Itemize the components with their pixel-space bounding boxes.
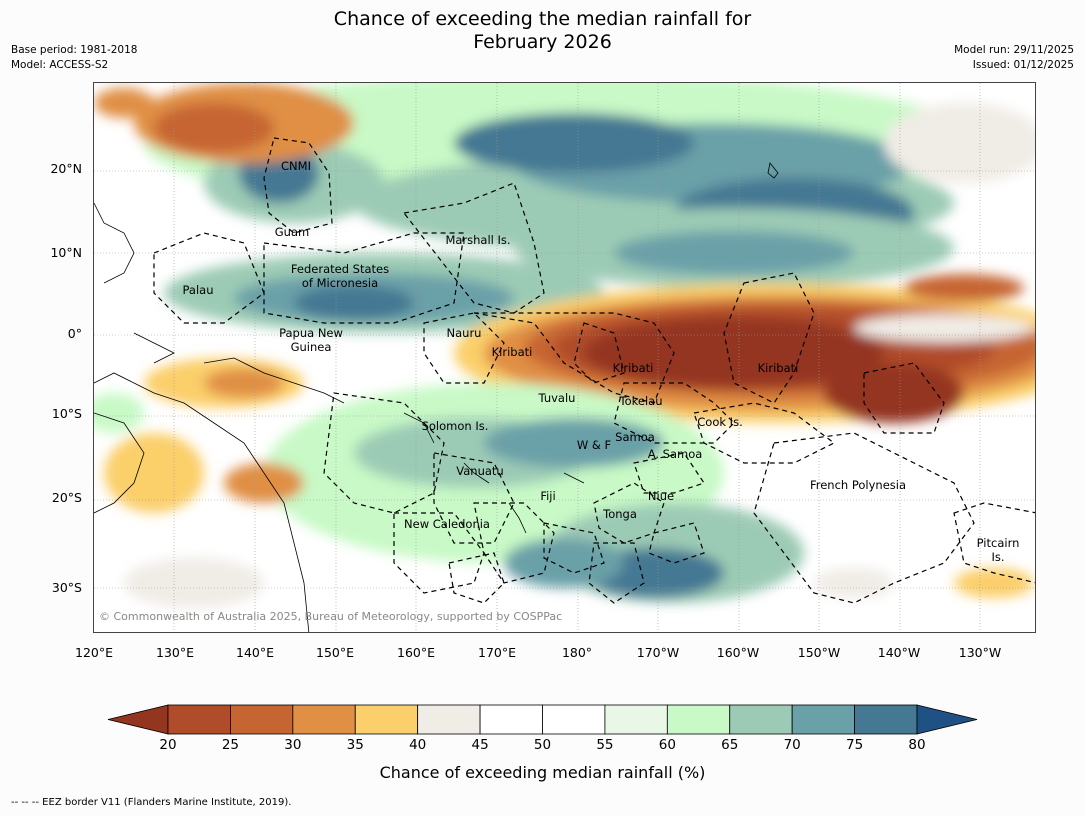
- region-label-samoa: Samoa: [615, 430, 655, 444]
- lat-label-20s: 20°S: [51, 490, 82, 505]
- copyright-notice: © Commonwealth of Australia 2025, Bureau…: [99, 610, 563, 623]
- lat-label-10n: 10°N: [50, 245, 82, 260]
- colorbar-segment: [417, 704, 481, 735]
- region-label-new-caledonia: New Caledonia: [404, 517, 490, 531]
- lat-label-10s: 10°S: [51, 406, 82, 421]
- colorbar-label: Chance of exceeding median rainfall (%): [379, 763, 706, 782]
- colorbar-extend-low: [107, 704, 169, 735]
- colorbar-tick-label: 50: [533, 737, 552, 753]
- colorbar-tick-label: 25: [221, 737, 239, 753]
- lon-label-150w: 150°W: [797, 645, 841, 660]
- region-label-palau: Palau: [182, 283, 214, 297]
- colorbar-segment: [854, 704, 918, 735]
- colorbar-tick-label: 45: [471, 737, 489, 753]
- colorbar-extend-high: [916, 704, 978, 735]
- colorbar-segment: [292, 704, 356, 735]
- region-label-cnmi: CNMI: [281, 159, 311, 173]
- region-label-french-polynesia: French Polynesia: [809, 478, 907, 492]
- lon-label-120e: 120°E: [74, 645, 114, 660]
- region-label-kiribati-central: Kiribati: [612, 361, 654, 375]
- colorbar-tick-label: 55: [596, 737, 614, 753]
- footer-note: -- -- -- EEZ border V11 (Flanders Marine…: [11, 797, 292, 808]
- region-label-cook: Cook Is.: [697, 415, 743, 429]
- region-label-guam: Guam: [274, 225, 310, 239]
- lon-label-180: 180°: [561, 645, 593, 660]
- map-canvas: [94, 83, 1035, 632]
- region-label-wf: W & F: [576, 438, 612, 452]
- colorbar-tick-label: 30: [284, 737, 302, 753]
- region-label-fiji: Fiji: [540, 489, 556, 503]
- lon-label-160w: 160°W: [716, 645, 760, 660]
- colorbar-segment: [729, 704, 793, 735]
- meta-right: Model run: 29/11/2025 Issued: 01/12/2025: [954, 43, 1074, 73]
- lon-label-170e: 170°E: [477, 645, 517, 660]
- lon-label-130w: 130°W: [958, 645, 1002, 660]
- lat-label-30s: 30°S: [51, 580, 82, 595]
- map-title: Chance of exceeding the median rainfall …: [0, 8, 1085, 54]
- meta-left: Base period: 1981-2018 Model: ACCESS-S2: [11, 43, 137, 73]
- lon-label-160e: 160°E: [396, 645, 436, 660]
- region-label-tonga: Tonga: [603, 507, 637, 521]
- colorbar-segment: [542, 704, 606, 735]
- lat-label-0: 0°: [67, 326, 82, 341]
- model-name: Model: ACCESS-S2: [11, 59, 109, 71]
- colorbar-segment: [167, 704, 231, 735]
- region-label-vanuatu: Vanuatu: [456, 464, 504, 478]
- colorbar-segment: [666, 704, 731, 735]
- colorbar-segment: [479, 704, 543, 735]
- region-label-niue: Niue: [647, 489, 675, 503]
- rainfall-map[interactable]: [93, 82, 1036, 633]
- issued-date: Issued: 01/12/2025: [972, 59, 1074, 71]
- lon-label-150e: 150°E: [315, 645, 355, 660]
- lon-label-140w: 140°W: [877, 645, 921, 660]
- lon-label-170w: 170°W: [636, 645, 680, 660]
- base-period: Base period: 1981-2018: [11, 44, 138, 56]
- region-label-tuvalu: Tuvalu: [538, 391, 576, 405]
- colorbar-segment: [230, 704, 294, 735]
- colorbar-tick-label: 75: [845, 737, 864, 753]
- colorbar-tick-label: 60: [658, 737, 676, 753]
- colorbar-tick-label: 65: [721, 737, 739, 753]
- colorbar-segment: [604, 704, 668, 735]
- model-run: Model run: 29/11/2025: [954, 44, 1074, 56]
- lon-label-130e: 130°E: [155, 645, 195, 660]
- lat-label-20n: 20°N: [50, 161, 82, 176]
- region-label-tokelau: Tokelau: [619, 394, 663, 408]
- lon-label-140e: 140°E: [235, 645, 275, 660]
- region-label-kiribati-east: Kiribati: [757, 361, 799, 375]
- region-label-pitcairn: Pitcairn Is.: [976, 536, 1020, 564]
- colorbar-tick-label: 40: [409, 737, 427, 753]
- region-label-fsm: Federated States of Micronesia: [290, 262, 390, 290]
- region-label-nauru: Nauru: [446, 326, 482, 340]
- colorbar-segment: [791, 704, 855, 735]
- probability-field: [94, 83, 1035, 632]
- region-label-american-samoa: A. Samoa: [647, 447, 703, 461]
- region-label-marshall: Marshall Is.: [445, 233, 511, 247]
- region-label-solomon: Solomon Is.: [421, 419, 489, 433]
- colorbar-tick-label: 70: [783, 737, 801, 753]
- colorbar-segment: [354, 704, 419, 735]
- colorbar-tick-label: 20: [159, 737, 177, 753]
- region-label-kiribati-west: Kiribati: [491, 345, 533, 359]
- colorbar-tick-label: 80: [908, 737, 926, 753]
- title-line-1: Chance of exceeding the median rainfall …: [333, 8, 752, 30]
- title-line-2: February 2026: [473, 31, 612, 53]
- colorbar-tick-label: 35: [346, 737, 364, 753]
- region-label-png: Papua New Guinea: [279, 326, 343, 354]
